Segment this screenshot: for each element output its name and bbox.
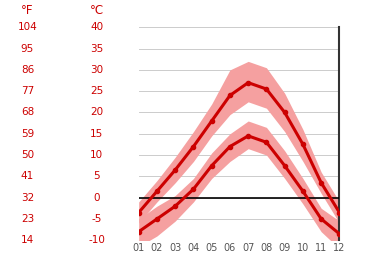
Text: 30: 30 bbox=[90, 65, 103, 75]
Text: -10: -10 bbox=[88, 235, 105, 245]
Text: -5: -5 bbox=[92, 214, 102, 224]
Text: 104: 104 bbox=[18, 22, 37, 32]
Text: 25: 25 bbox=[90, 86, 103, 96]
Text: 59: 59 bbox=[21, 129, 34, 139]
Text: 86: 86 bbox=[21, 65, 34, 75]
Text: °F: °F bbox=[21, 4, 34, 17]
Text: 20: 20 bbox=[90, 108, 103, 117]
Text: 50: 50 bbox=[21, 150, 34, 160]
Text: 32: 32 bbox=[21, 193, 34, 203]
Text: 23: 23 bbox=[21, 214, 34, 224]
Text: 14: 14 bbox=[21, 235, 34, 245]
Text: 77: 77 bbox=[21, 86, 34, 96]
Text: 40: 40 bbox=[90, 22, 103, 32]
Text: 95: 95 bbox=[21, 44, 34, 54]
Text: 35: 35 bbox=[90, 44, 103, 54]
Text: 41: 41 bbox=[21, 171, 34, 181]
Text: 15: 15 bbox=[90, 129, 103, 139]
Text: 5: 5 bbox=[93, 171, 100, 181]
Text: 10: 10 bbox=[90, 150, 103, 160]
Text: °C: °C bbox=[90, 4, 104, 17]
Text: 0: 0 bbox=[93, 193, 100, 203]
Text: 68: 68 bbox=[21, 108, 34, 117]
